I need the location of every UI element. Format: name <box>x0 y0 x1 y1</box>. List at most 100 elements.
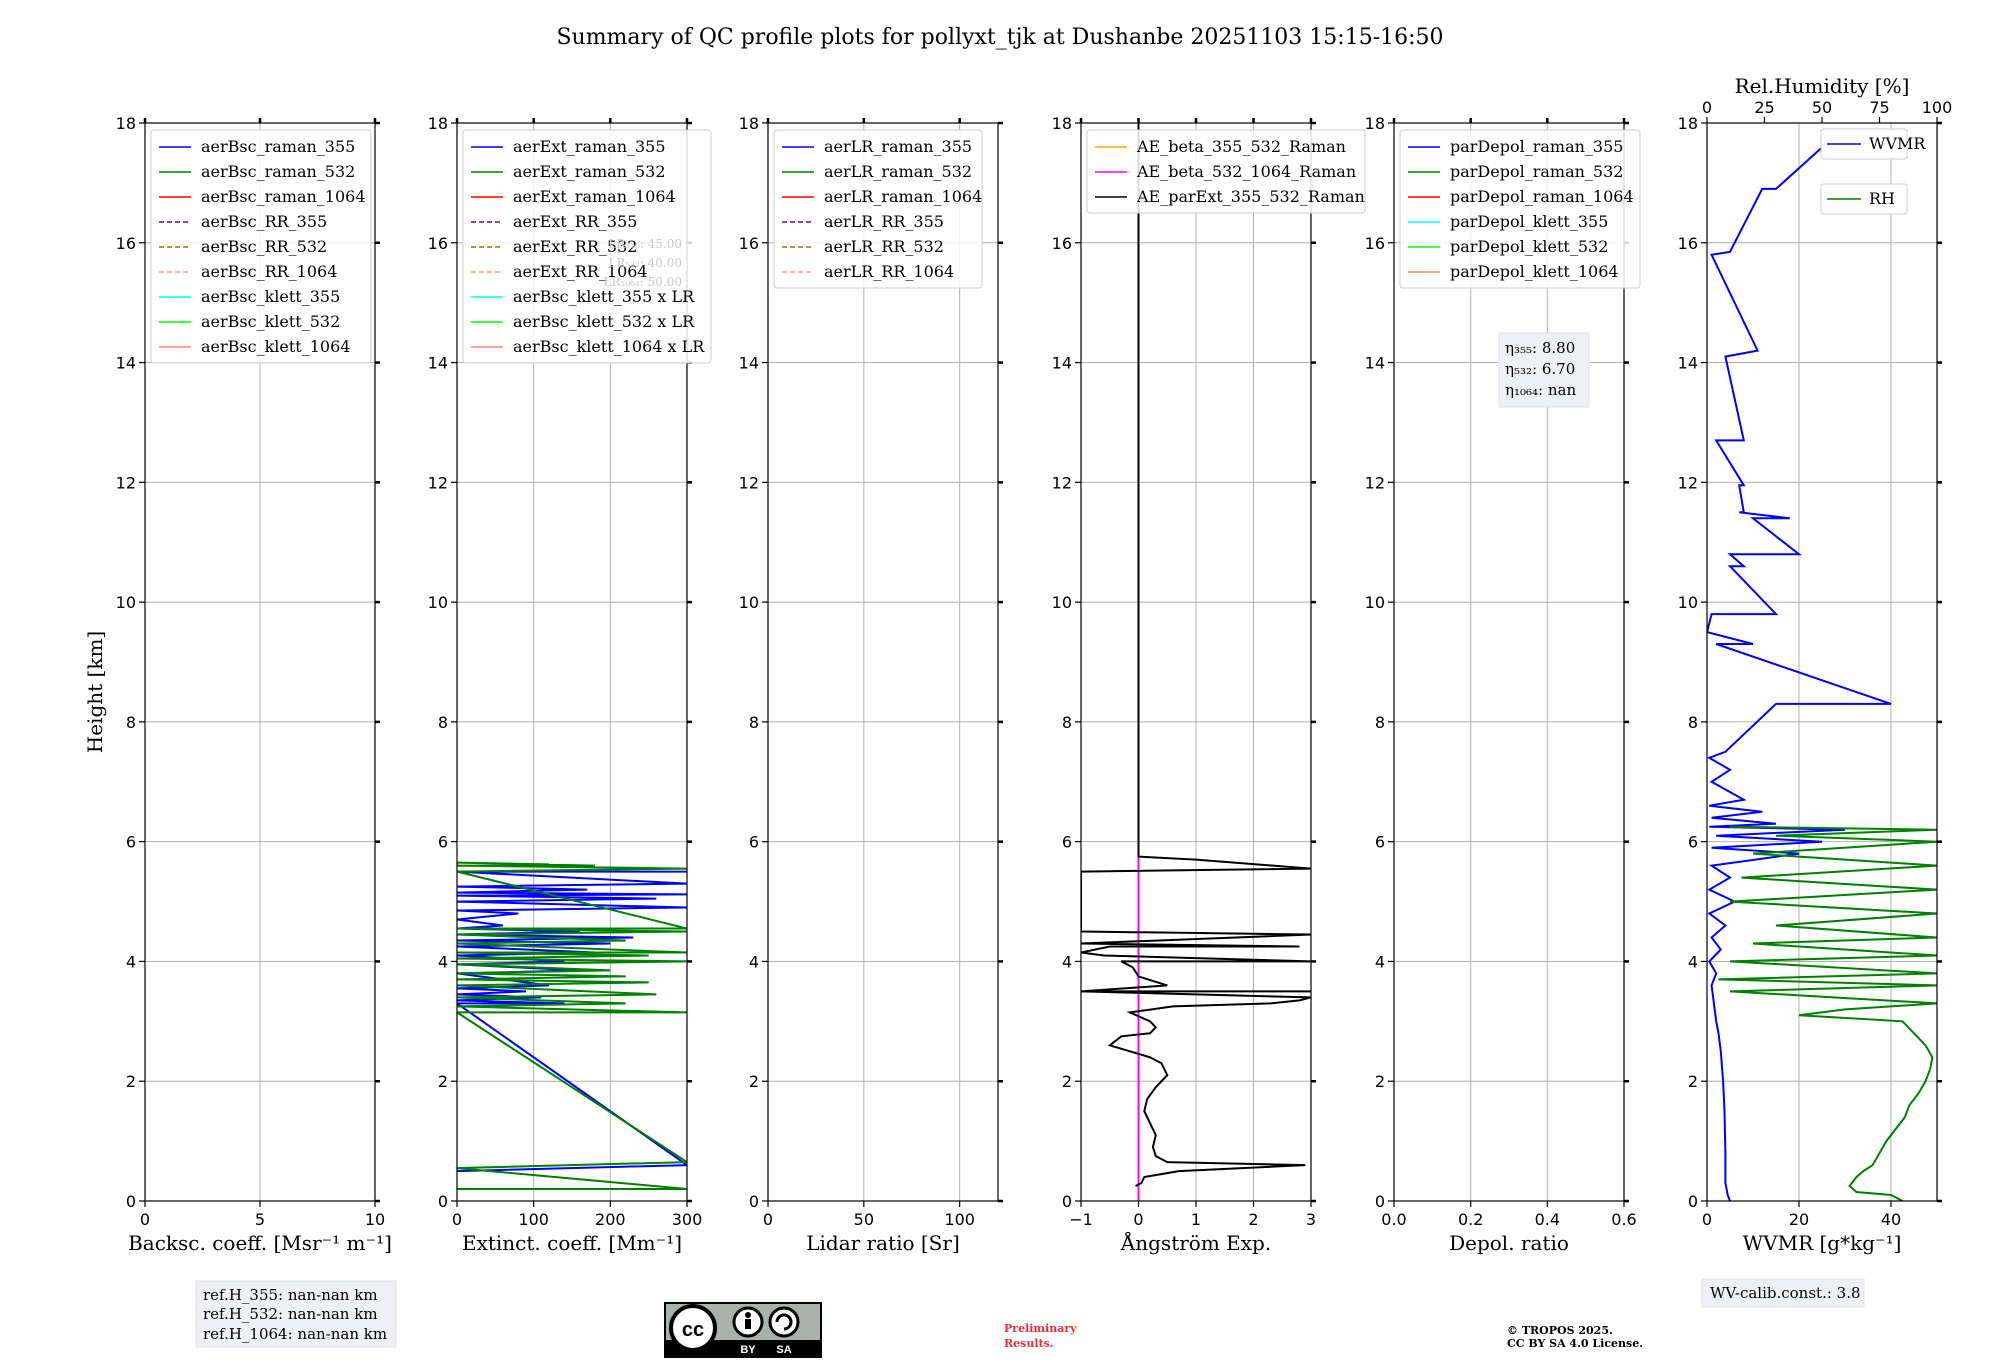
y-tick-label: 12 <box>116 473 136 492</box>
x-axis-label: Lidar ratio [Sr] <box>806 1231 960 1255</box>
legend-label: AE_parExt_355_532_Raman <box>1136 187 1365 206</box>
by-icon-head <box>745 1312 751 1318</box>
legend-box <box>462 129 712 364</box>
legend-label: parDepol_klett_532 <box>1450 237 1608 256</box>
y-tick-label: 4 <box>1062 952 1072 971</box>
lr-annotation: LR₃₅₅: 45.00 <box>608 237 682 251</box>
y-tick-label: 18 <box>428 114 448 133</box>
legend-label: aerExt_RR_532 <box>513 237 637 256</box>
legend-label: AE_beta_532_1064_Raman <box>1136 162 1356 181</box>
preliminary-label-1: Preliminary <box>1004 1322 1077 1335</box>
x-tick-label: 0.4 <box>1535 1210 1560 1229</box>
ref-height-1064: ref.H_1064: nan-nan km <box>203 1325 387 1343</box>
x-axis-label: Depol. ratio <box>1449 1231 1569 1255</box>
wv-calib-box-bg <box>1701 1278 1865 1308</box>
y-tick-label: 0 <box>438 1192 448 1211</box>
plot-frame <box>767 122 999 1202</box>
y-tick-label: 16 <box>1365 234 1385 253</box>
legend-label: parDepol_raman_1064 <box>1450 187 1634 206</box>
y-tick-label: 16 <box>1678 234 1698 253</box>
y-tick-label: 2 <box>749 1072 759 1091</box>
x-axis-label: Ångström Exp. <box>1120 1230 1271 1255</box>
series-aerExt_raman_532 <box>457 861 687 1190</box>
x-tick-label: 40 <box>1881 1210 1901 1229</box>
y-tick-label: 8 <box>1375 713 1385 732</box>
y-tick-label: 6 <box>1062 833 1072 852</box>
x-axis-label: Extinct. coeff. [Mm⁻¹] <box>462 1231 682 1255</box>
legend-label: aerBsc_klett_355 x LR <box>513 287 695 306</box>
top-x-tick-label: 25 <box>1754 98 1774 117</box>
legend-label: parDepol_raman_532 <box>1450 162 1623 181</box>
y-tick-label: 6 <box>438 833 448 852</box>
plot-frame <box>1706 122 1938 1202</box>
legend-label: AE_beta_355_532_Raman <box>1136 137 1346 156</box>
x-tick-label: 2 <box>1248 1210 1258 1229</box>
y-tick-label: 10 <box>739 593 759 612</box>
x-tick-label: 0 <box>140 1210 150 1229</box>
y-tick-label: 14 <box>428 354 448 373</box>
y-tick-label: 2 <box>1062 1072 1072 1091</box>
plot-frame <box>1393 122 1625 1202</box>
y-tick-label: 10 <box>428 593 448 612</box>
x-tick-label: 3 <box>1306 1210 1316 1229</box>
preliminary-label-2: Results. <box>1004 1337 1054 1350</box>
top-x-tick-label: 0 <box>1702 98 1712 117</box>
legend-label: RH <box>1869 189 1895 208</box>
ref-height-box: ref.H_355: nan-nan km ref.H_532: nan-nan… <box>195 1280 397 1348</box>
x-tick-label: 20 <box>1789 1210 1809 1229</box>
legend-box <box>150 129 372 364</box>
figure-title: Summary of QC profile plots for pollyxt_… <box>556 25 1443 50</box>
y-tick-label: 18 <box>1052 114 1072 133</box>
legend-label: aerBsc_klett_532 x LR <box>513 312 695 331</box>
panel-ext: 0 2 4 6 8 10 12 14 16 18 0 100 200 300 Extinct. coeff.… <box>428 114 712 1255</box>
top-x-tick-label: 50 <box>1812 98 1832 117</box>
y-tick-label: 10 <box>116 593 136 612</box>
x-tick-label: 0 <box>452 1210 462 1229</box>
y-tick-label: 14 <box>739 354 759 373</box>
ref-height-532: ref.H_532: nan-nan km <box>203 1305 378 1323</box>
x-tick-label: 0.2 <box>1458 1210 1483 1229</box>
y-tick-label: 4 <box>126 952 136 971</box>
y-tick-label: 14 <box>1365 354 1385 373</box>
y-tick-label: 4 <box>1688 952 1698 971</box>
y-tick-label: 0 <box>1688 1192 1698 1211</box>
legend-label: parDepol_klett_1064 <box>1450 262 1619 281</box>
y-tick-label: 16 <box>1052 234 1072 253</box>
by-icon-body <box>745 1319 751 1329</box>
y-tick-label: 4 <box>1375 952 1385 971</box>
sa-icon <box>768 1306 800 1338</box>
x-tick-label: 1 <box>1191 1210 1201 1229</box>
legend-label: aerBsc_klett_532 <box>201 312 340 331</box>
y-tick-label: 14 <box>116 354 136 373</box>
series-aerExt_raman_355 <box>457 870 687 1173</box>
y-tick-label: 12 <box>739 473 759 492</box>
panel-lr: 0 2 4 6 8 10 12 14 16 18 0 50 100 Lidar ratio [Sr] aer… <box>739 114 1003 1255</box>
y-tick-label: 12 <box>1678 473 1698 492</box>
x-tick-label: 0 <box>1133 1210 1143 1229</box>
x-tick-label: 100 <box>518 1210 549 1229</box>
y-tick-label: 8 <box>749 713 759 732</box>
y-tick-label: 6 <box>1688 833 1698 852</box>
legend-label: aerExt_RR_1064 <box>513 262 648 281</box>
x-tick-label: −1 <box>1069 1210 1093 1229</box>
copyright-line-2: CC BY SA 4.0 License. <box>1507 1337 1643 1350</box>
legend-label: parDepol_klett_355 <box>1450 212 1608 231</box>
y-tick-label: 16 <box>428 234 448 253</box>
legend-label: aerBsc_RR_355 <box>201 212 327 231</box>
legend-label: aerExt_raman_1064 <box>513 187 676 206</box>
legend-label: parDepol_raman_355 <box>1450 137 1623 156</box>
copyright-line-1: © TROPOS 2025. <box>1507 1324 1613 1337</box>
legend-label: aerExt_raman_532 <box>513 162 666 181</box>
cc-icon <box>669 1304 717 1352</box>
y-tick-label: 10 <box>1052 593 1072 612</box>
y-tick-label: 12 <box>428 473 448 492</box>
eta-annotation: η₁₀₆₄: nan <box>1505 381 1576 399</box>
panel-bsc: 0 2 4 6 8 10 12 14 16 18 0 5 10 Backsc. coeff. [Msr⁻¹… <box>116 114 392 1255</box>
y-tick-label: 0 <box>1375 1192 1385 1211</box>
y-tick-label: 2 <box>438 1072 448 1091</box>
y-tick-label: 2 <box>126 1072 136 1091</box>
cc-icon-text: cc <box>682 1319 704 1341</box>
